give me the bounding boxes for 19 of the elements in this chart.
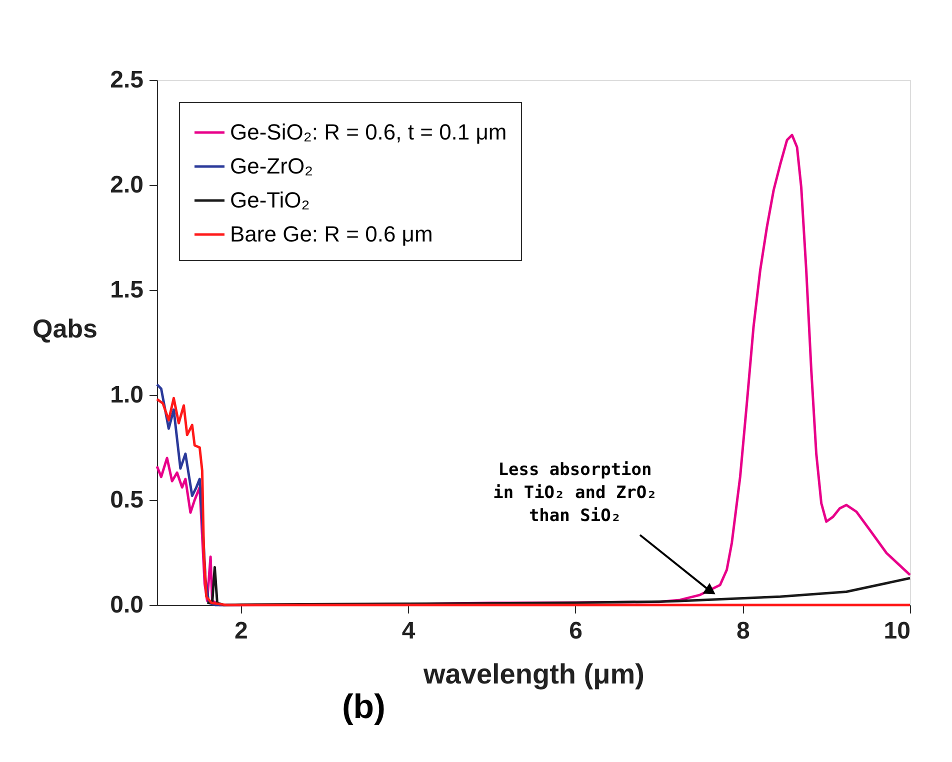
legend-label: Ge-SiO₂: R = 0.6, t = 0.1 μm — [230, 120, 507, 144]
y-tick-label: 0.0 — [110, 592, 144, 618]
x-axis-title: wavelength (μm) — [422, 658, 644, 690]
y-tick-label: 0.5 — [110, 486, 144, 514]
text: (b) — [342, 688, 386, 726]
annotation: Less absorption in TiO₂ and ZrO₂ than SiO₂ — [493, 460, 657, 526]
x-tick-label: 10 — [884, 618, 910, 644]
legend-label: Ge-TiO₂ — [230, 188, 310, 212]
x-tick-label: 2 — [234, 618, 248, 644]
x-tick-label: 6 — [569, 618, 583, 644]
legend-label: Bare Ge: R = 0.6 μm — [230, 222, 433, 246]
legend-label: Ge-ZrO₂ — [230, 154, 314, 178]
y-tick-label: 1.0 — [110, 382, 144, 408]
x-tick-label: 4 — [402, 618, 416, 644]
x-tick-label: 8 — [736, 618, 750, 644]
y-tick-label: 2.5 — [110, 66, 144, 94]
y-axis-title: Qabs — [32, 314, 98, 344]
y-tick-label: 1.5 — [110, 276, 144, 304]
y-tick-label: 2.0 — [110, 172, 144, 198]
